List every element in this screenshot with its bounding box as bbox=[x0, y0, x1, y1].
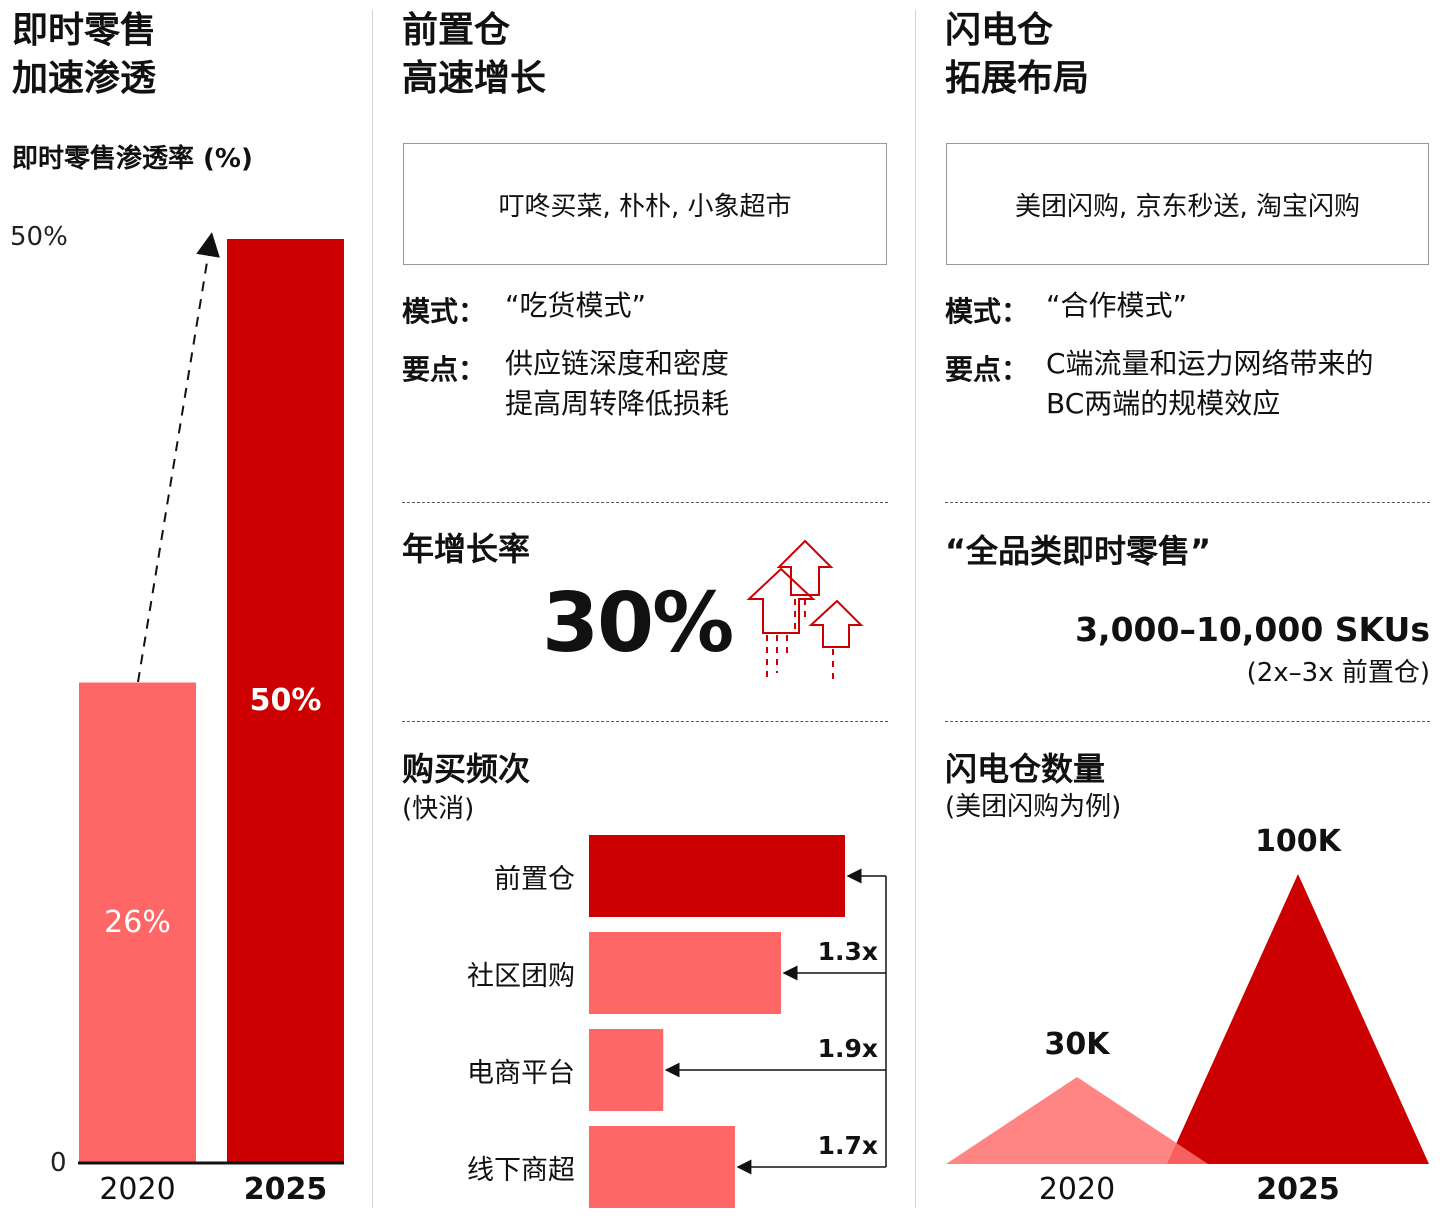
growth-arrow bbox=[137, 232, 220, 683]
triangle-value-label: 100K bbox=[1255, 824, 1341, 859]
col2-point-line1: 供应链深度和密度 bbox=[505, 347, 730, 380]
hbar-线下商超 bbox=[589, 1126, 735, 1208]
bar-2025 bbox=[227, 239, 344, 1163]
y-tick-0: 0 bbox=[50, 1148, 67, 1178]
growth-rate-label: 年增长率 bbox=[402, 530, 531, 568]
divider-dashed bbox=[945, 721, 1430, 722]
triangle-2025 bbox=[1167, 874, 1429, 1164]
divider-dashed bbox=[945, 502, 1430, 503]
col2-point-key: 要点： bbox=[402, 353, 487, 386]
flash-warehouse-players-box: 美团闪购, 京东秒送, 淘宝闪购 bbox=[946, 143, 1429, 265]
bar-value-label: 26% bbox=[104, 904, 171, 940]
hbar-category-label: 社区团购 bbox=[467, 961, 575, 992]
col3-point-line2: BC两端的规模效应 bbox=[1046, 387, 1281, 420]
y-tick-50: 50% bbox=[10, 222, 68, 252]
purchase-frequency-note: (快消) bbox=[402, 794, 475, 824]
col3-title-line2: 拓展布局 bbox=[945, 58, 1090, 99]
col3-point-key: 要点： bbox=[945, 353, 1030, 386]
col2-title-line2: 高速增长 bbox=[402, 58, 547, 99]
column-divider-1 bbox=[372, 10, 373, 1208]
col3-point-line1: C端流量和运力网络带来的 bbox=[1046, 347, 1374, 380]
x-tick-label: 2025 bbox=[243, 1172, 328, 1207]
full-category-title: “全品类即时零售” bbox=[945, 532, 1212, 570]
col3-mode-value: “合作模式” bbox=[1046, 289, 1188, 322]
penetration-bar-chart bbox=[78, 232, 344, 1165]
hbar-前置仓 bbox=[589, 835, 845, 917]
col3-title-line1: 闪电仓 bbox=[945, 10, 1054, 51]
growth-arrows-icon bbox=[746, 539, 864, 681]
col2-mode-key: 模式： bbox=[402, 295, 487, 328]
triangle-value-label: 30K bbox=[1044, 1027, 1110, 1062]
col2-title-line1: 前置仓 bbox=[402, 10, 511, 51]
hbar-category-label: 线下商超 bbox=[467, 1155, 575, 1186]
hbar-电商平台 bbox=[589, 1029, 664, 1111]
bar-value-label: 50% bbox=[249, 683, 322, 718]
warehouse-count-note: (美团闪购为例) bbox=[945, 792, 1122, 822]
col3-mode-key: 模式： bbox=[945, 295, 1030, 328]
multiplier-label: 1.7x bbox=[817, 1131, 878, 1160]
triangle-2020 bbox=[946, 1077, 1208, 1164]
x-tick-label: 2020 bbox=[1038, 1172, 1116, 1207]
hbar-category-label: 前置仓 bbox=[494, 864, 575, 895]
x-tick-label: 2020 bbox=[99, 1172, 176, 1207]
multiplier-label: 1.3x bbox=[817, 937, 878, 966]
hbar-category-label: 电商平台 bbox=[467, 1058, 575, 1089]
x-tick-label: 2025 bbox=[1256, 1172, 1340, 1207]
sku-range-note: (2x–3x 前置仓) bbox=[1246, 658, 1430, 688]
bar-2020 bbox=[79, 682, 196, 1163]
col1-title-line2: 加速渗透 bbox=[12, 58, 157, 99]
front-warehouse-players-box: 叮咚买菜, 朴朴, 小象超市 bbox=[403, 143, 887, 265]
divider-dashed bbox=[402, 721, 888, 722]
purchase-frequency-title: 购买频次 bbox=[402, 750, 531, 788]
col1-title-line1: 即时零售 bbox=[12, 10, 157, 51]
hbar-社区团购 bbox=[589, 932, 781, 1014]
col2-point-line2: 提高周转降低损耗 bbox=[505, 387, 730, 420]
sku-range-value: 3,000–10,000 SKUs bbox=[1075, 610, 1430, 649]
col2-mode-value: “吃货模式” bbox=[505, 289, 647, 322]
multiplier-label: 1.9x bbox=[817, 1034, 878, 1063]
growth-rate-value: 30% bbox=[542, 576, 734, 671]
warehouse-count-title: 闪电仓数量 bbox=[945, 750, 1106, 788]
column-divider-2 bbox=[915, 10, 916, 1208]
divider-dashed bbox=[402, 502, 888, 503]
penetration-chart-title: 即时零售渗透率 (%) bbox=[12, 144, 253, 174]
purchase-frequency-chart bbox=[589, 835, 887, 1208]
